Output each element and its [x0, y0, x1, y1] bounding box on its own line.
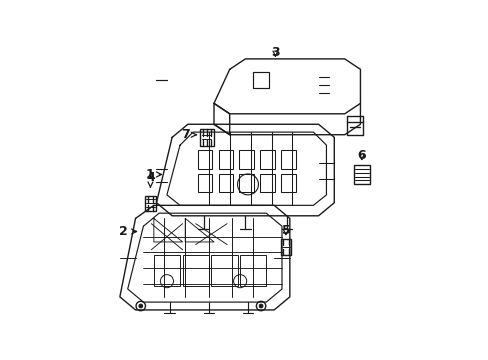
Bar — [144, 196, 156, 211]
Bar — [281, 150, 295, 169]
Bar — [211, 255, 237, 287]
Bar — [353, 165, 369, 184]
Text: 4: 4 — [146, 171, 155, 188]
Bar — [239, 150, 253, 169]
Circle shape — [139, 304, 142, 308]
Text: 5: 5 — [281, 224, 290, 237]
Bar — [253, 72, 268, 87]
Bar — [197, 174, 212, 192]
Bar — [280, 239, 290, 255]
Bar — [260, 174, 274, 192]
Bar — [197, 150, 212, 169]
Text: 1: 1 — [145, 168, 161, 181]
Bar — [199, 130, 214, 147]
Bar — [218, 174, 232, 192]
Bar — [281, 174, 295, 192]
Bar — [260, 150, 274, 169]
Circle shape — [259, 304, 263, 308]
Text: 7: 7 — [181, 128, 196, 141]
Bar — [182, 255, 208, 287]
Bar — [218, 150, 232, 169]
Text: 2: 2 — [119, 225, 136, 238]
Text: 3: 3 — [270, 46, 279, 59]
Bar — [239, 174, 253, 192]
Text: 6: 6 — [357, 149, 366, 162]
Bar — [154, 255, 180, 287]
Bar — [240, 255, 266, 287]
